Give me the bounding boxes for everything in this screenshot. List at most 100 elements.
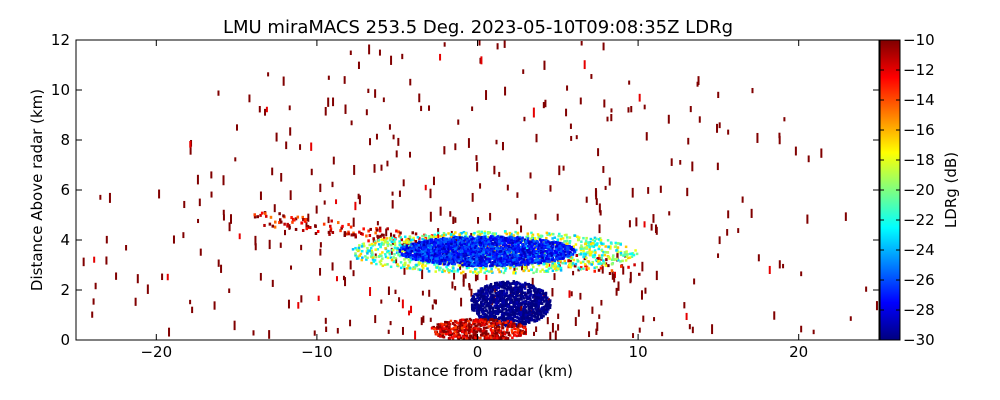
radar-cell xyxy=(393,240,396,243)
speckle-mark xyxy=(520,303,523,312)
radar-cell xyxy=(357,246,361,250)
speckle-mark xyxy=(460,297,463,307)
speckle-mark xyxy=(344,277,347,287)
radar-cell xyxy=(494,266,498,269)
radar-cell xyxy=(523,253,527,256)
radar-cell xyxy=(493,252,496,255)
radar-cell xyxy=(476,237,480,240)
radar-cell xyxy=(512,315,516,318)
speckle-mark xyxy=(535,133,538,143)
radar-cell xyxy=(554,255,558,258)
radar-cell xyxy=(511,310,515,314)
radar-cell xyxy=(509,301,513,304)
radar-cell xyxy=(479,296,482,300)
radar-cell xyxy=(496,291,500,295)
radar-cell xyxy=(439,234,442,238)
radar-cell xyxy=(579,248,583,252)
speckle-mark xyxy=(91,311,94,318)
radar-cell xyxy=(511,256,514,259)
radar-cell xyxy=(485,301,489,304)
radar-cell xyxy=(489,236,492,240)
radar-cell xyxy=(437,238,440,242)
radar-cell xyxy=(435,260,438,264)
radar-cell xyxy=(542,305,546,309)
radar-cell xyxy=(435,251,439,255)
radar-cell xyxy=(547,267,551,270)
radar-cell xyxy=(584,239,588,243)
radar-cell xyxy=(518,294,521,297)
radar-cell xyxy=(470,307,474,310)
radar-cell xyxy=(274,220,277,224)
radar-cell xyxy=(489,251,492,255)
radar-cell xyxy=(473,270,477,273)
radar-cell xyxy=(545,297,548,301)
radar-cell xyxy=(331,230,335,234)
radar-cell xyxy=(347,230,350,234)
radar-cell xyxy=(496,235,500,238)
radar-cell xyxy=(531,303,534,306)
radar-cell xyxy=(484,246,487,249)
speckle-mark xyxy=(324,317,327,324)
radar-cell xyxy=(484,244,488,248)
radar-cell xyxy=(362,227,365,231)
radar-cell xyxy=(513,298,517,301)
radar-cell xyxy=(492,301,496,304)
radar-cell xyxy=(488,307,492,310)
radar-cell xyxy=(383,241,387,244)
speckle-mark xyxy=(583,60,586,70)
radar-cell xyxy=(630,252,634,255)
radar-cell xyxy=(288,225,291,229)
radar-cell xyxy=(474,243,478,246)
radar-cell xyxy=(399,266,403,270)
radar-cell xyxy=(376,228,379,232)
radar-cell xyxy=(389,256,393,259)
radar-cell xyxy=(371,258,375,261)
radar-cell xyxy=(481,266,485,270)
radar-cell xyxy=(484,309,488,313)
radar-cell xyxy=(472,301,476,304)
radar-cell xyxy=(602,261,606,265)
radar-cell xyxy=(503,242,506,246)
radar-cell xyxy=(497,248,500,252)
radar-cell xyxy=(382,242,385,246)
speckle-mark xyxy=(105,256,108,265)
speckle-mark xyxy=(598,203,601,213)
radar-cell xyxy=(599,241,603,244)
radar-cell xyxy=(512,280,515,283)
radar-cell xyxy=(371,244,374,247)
radar-cell xyxy=(502,298,505,302)
speckle-mark xyxy=(342,275,345,281)
radar-cell xyxy=(561,252,565,256)
speckle-mark xyxy=(606,116,609,122)
speckle-mark xyxy=(462,274,465,282)
radar-cell xyxy=(514,302,517,306)
radar-cell xyxy=(490,311,493,315)
radar-cell xyxy=(469,249,472,253)
radar-cell xyxy=(430,254,434,257)
radar-cell xyxy=(417,255,421,259)
speckle-mark xyxy=(443,42,446,47)
radar-cell xyxy=(362,242,366,245)
radar-cell xyxy=(561,261,564,265)
radar-cell xyxy=(539,300,542,304)
radar-cell xyxy=(483,306,486,309)
radar-cell xyxy=(404,254,407,258)
radar-cell xyxy=(378,226,382,230)
radar-cell xyxy=(498,247,502,250)
radar-cell xyxy=(593,239,597,243)
radar-cell xyxy=(485,251,488,254)
radar-cell xyxy=(488,249,491,252)
radar-cell xyxy=(531,311,534,314)
radar-cell xyxy=(395,251,399,254)
radar-cell xyxy=(610,258,614,262)
radar-cell xyxy=(588,244,591,247)
radar-cell xyxy=(551,241,554,244)
radar-cell xyxy=(302,218,305,222)
radar-cell xyxy=(543,239,547,242)
radar-cell xyxy=(479,289,482,293)
radar-cell xyxy=(375,262,378,266)
radar-cell xyxy=(541,239,545,242)
speckle-mark xyxy=(470,288,473,297)
radar-cell xyxy=(375,226,378,230)
speckle-mark xyxy=(454,143,457,151)
